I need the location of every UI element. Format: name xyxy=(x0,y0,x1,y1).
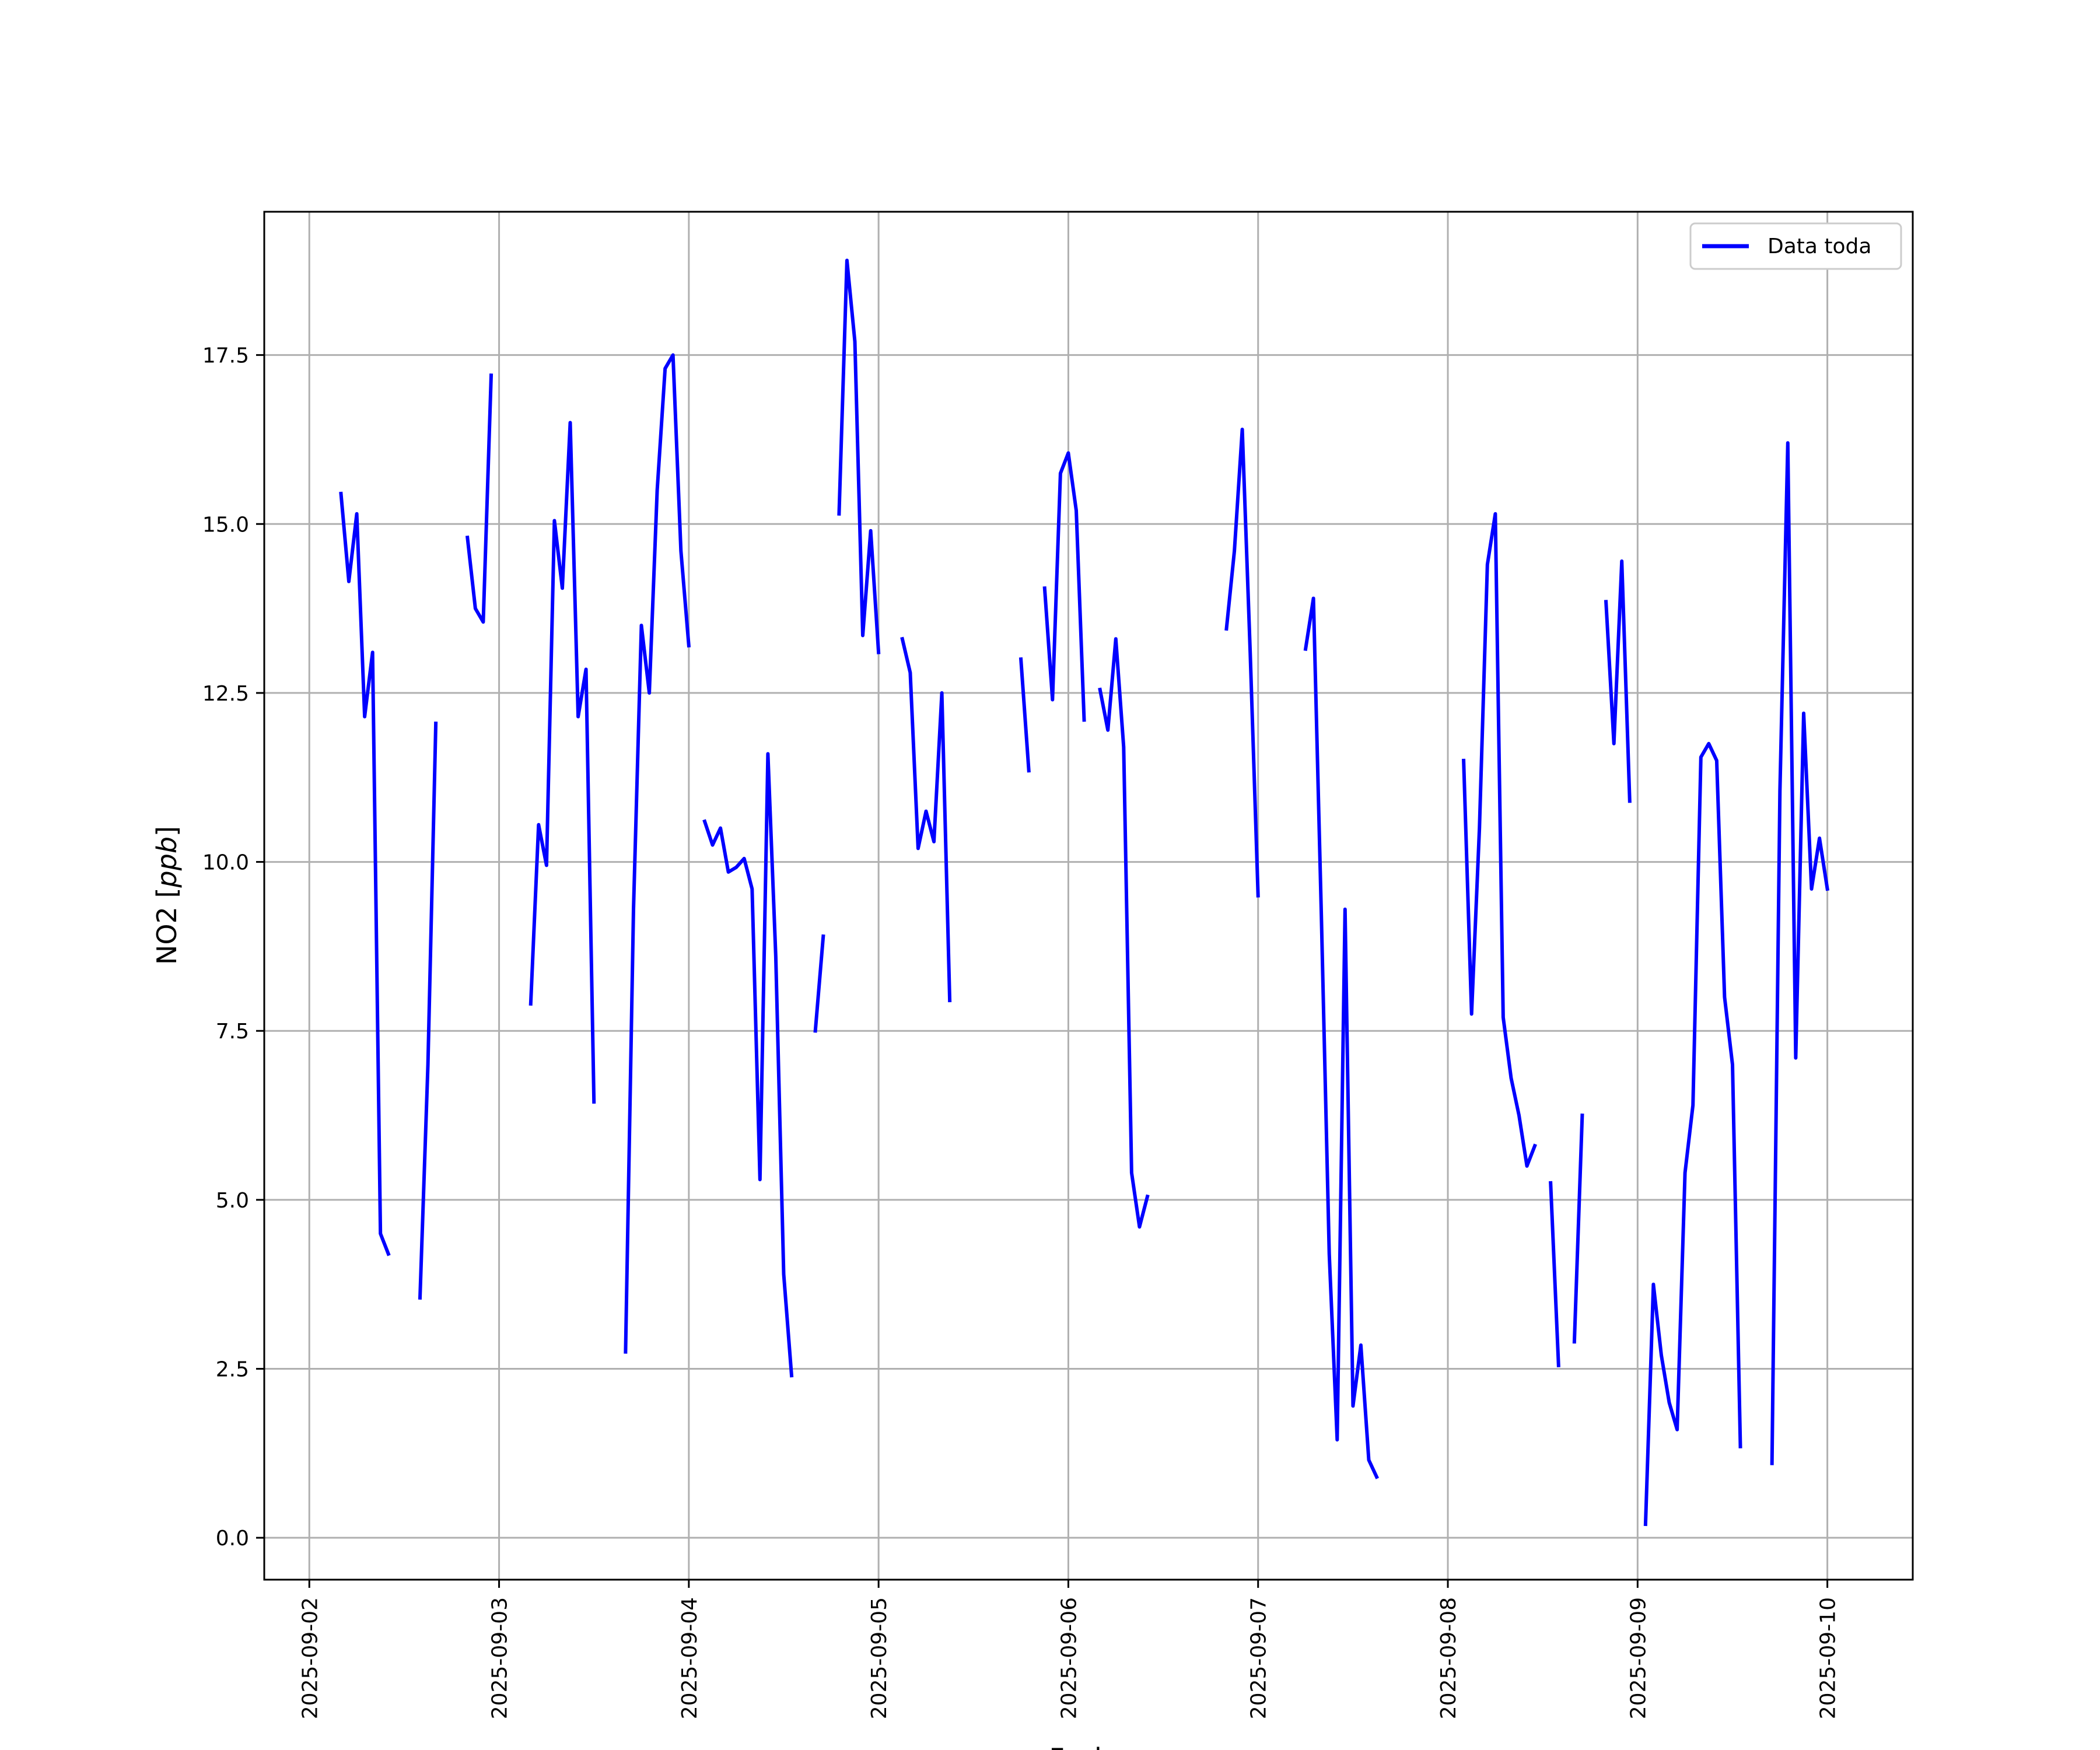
y-tick-label: 10.0 xyxy=(202,851,249,875)
series-line-segment xyxy=(1770,441,1830,1465)
x-tick-label: 2025-09-05 xyxy=(867,1597,891,1719)
y-axis-ticks: 0.0 2.5 5.0 7.5 10.0 12.5 15.0 17.5 xyxy=(202,344,264,1550)
series-line-segment xyxy=(702,752,794,1378)
series-line-segment xyxy=(1224,428,1260,898)
x-tick-label: 2025-09-08 xyxy=(1437,1597,1461,1719)
y-tick-label: 12.5 xyxy=(202,682,249,706)
series-line-segment xyxy=(813,934,825,1033)
series-line-segment xyxy=(1098,637,1150,1229)
legend: Data toda xyxy=(1689,222,1902,270)
series-line-segment xyxy=(418,722,438,1300)
y-gridlines xyxy=(264,354,1913,1539)
series-line-segment xyxy=(1462,512,1537,1168)
y-tick-label: 17.5 xyxy=(202,344,249,368)
series-line-segment xyxy=(1303,596,1379,1479)
y-tick-label: 15.0 xyxy=(202,513,249,537)
x-axis-ticks: 2025-09-02 2025-09-03 2025-09-04 2025-09-05… xyxy=(298,1580,1840,1719)
plot-frame xyxy=(263,211,1914,1581)
series-line-segment xyxy=(528,421,596,1104)
x-axis-label: Fecha xyxy=(1049,1742,1128,1750)
x-tick-label: 2025-09-02 xyxy=(298,1597,322,1719)
series-line-segment xyxy=(1643,741,1742,1527)
y-tick-label: 2.5 xyxy=(216,1358,249,1382)
x-tick-label: 2025-09-10 xyxy=(1817,1597,1840,1719)
series-line-segment xyxy=(837,258,881,654)
y-tick-label: 0.0 xyxy=(216,1527,249,1550)
x-tick-label: 2025-09-03 xyxy=(488,1597,512,1719)
y-axis-label-text: NO2 [ xyxy=(151,888,183,965)
x-tick-label: 2025-09-04 xyxy=(678,1597,702,1719)
x-tick-label: 2025-09-07 xyxy=(1247,1597,1271,1719)
series-line-segment xyxy=(1604,559,1632,803)
series-line-segment xyxy=(1572,1113,1584,1344)
legend-label: Data toda xyxy=(1768,235,1871,258)
y-axis-label: NO2 [ppb] xyxy=(151,826,183,965)
series-line-segment xyxy=(1042,451,1086,722)
x-tick-label: 2025-09-09 xyxy=(1626,1597,1650,1719)
series-line-segment xyxy=(1549,1181,1560,1367)
legend-box xyxy=(1689,222,1902,270)
y-tick-label: 7.5 xyxy=(216,1020,249,1044)
series-line-segment xyxy=(339,491,391,1256)
y-tick-label: 5.0 xyxy=(216,1189,249,1213)
series-line-segment xyxy=(900,636,952,1003)
series-line-segment xyxy=(624,353,691,1354)
series-layer xyxy=(339,258,1830,1527)
x-tick-label: 2025-09-06 xyxy=(1057,1597,1081,1719)
y-axis-label-close: ] xyxy=(151,826,183,836)
series-line-segment xyxy=(465,373,494,624)
y-axis-label-unit: ppb xyxy=(151,836,183,888)
series-line-segment xyxy=(1019,657,1031,773)
